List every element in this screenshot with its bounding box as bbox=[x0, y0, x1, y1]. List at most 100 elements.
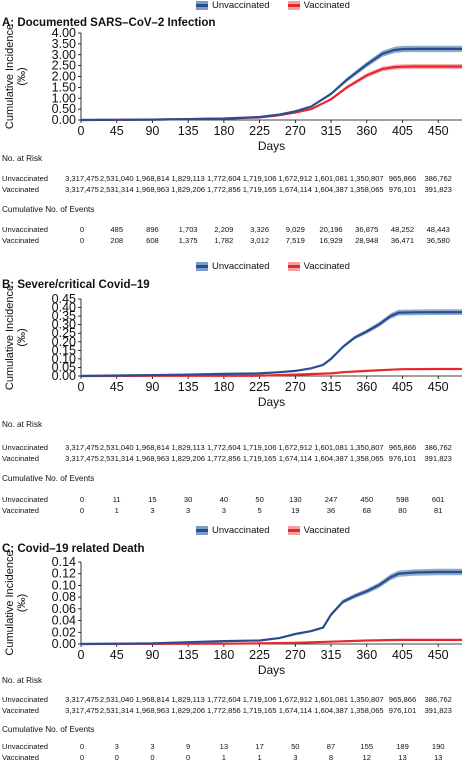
events-cell: 9,029 bbox=[285, 225, 305, 234]
events-cell: 208 bbox=[110, 236, 124, 245]
risk-cell: 386,762 bbox=[424, 443, 452, 452]
x-tick-label: 45 bbox=[110, 380, 124, 394]
x-tick-label: 135 bbox=[178, 380, 199, 394]
y-tick-label: 0.14 bbox=[52, 555, 76, 569]
risk-row-unvaccinated: Unvaccinated 3,317,475 2,531,040 1,968,814… bbox=[2, 695, 474, 706]
x-tick-label: 315 bbox=[321, 124, 342, 138]
events-cell: 36,875 bbox=[355, 225, 379, 234]
legend-swatch-unvaccinated bbox=[196, 1, 208, 10]
legend-swatch-vaccinated bbox=[287, 262, 300, 271]
risk-row-vaccinated: Vaccinated 3,317,475 2,531,314 1,968,963 1,… bbox=[2, 185, 474, 196]
x-tick-label: 225 bbox=[249, 124, 270, 138]
x-tick-label: 135 bbox=[178, 648, 199, 662]
risk-cell: 1,601,081 bbox=[314, 174, 348, 183]
x-tick-label: 405 bbox=[392, 124, 413, 138]
risk-cell: 1,601,081 bbox=[314, 443, 348, 452]
x-tick-label: 270 bbox=[285, 124, 306, 138]
risk-header: No. at Risk bbox=[2, 676, 43, 685]
events-cell: 12 bbox=[362, 753, 371, 762]
panel-title: C: Covid–19 related Death bbox=[2, 543, 145, 555]
events-cell: 3 bbox=[293, 753, 298, 762]
events-cell: 3 bbox=[186, 506, 191, 515]
panel-b: Unvaccinated Vaccinated B: Severe/critic… bbox=[0, 258, 474, 518]
ci-band-unvaccinated bbox=[81, 309, 462, 376]
events-header: Cumulative No. of Events bbox=[2, 205, 95, 214]
events-row-vaccinated: Vaccinated 0 0 0 0 1 1 3 8 12 13 13 bbox=[2, 753, 474, 764]
risk-cell: 1,674,114 bbox=[278, 706, 312, 715]
legend-label-vaccinated: Vaccinated bbox=[303, 0, 350, 11]
y-tick-label: 0.12 bbox=[52, 567, 76, 581]
risk-cell: 1,358,065 bbox=[349, 454, 384, 463]
risk-cell: 1,350,807 bbox=[349, 695, 384, 704]
y-tick-label: 0.06 bbox=[52, 602, 76, 616]
events-cell: 11 bbox=[112, 495, 121, 504]
series-line-unvaccinated bbox=[80, 47, 462, 122]
risk-cell: 1,968,963 bbox=[135, 706, 170, 715]
risk-cell: 1,772,856 bbox=[206, 454, 241, 463]
risk-cell: 1,829,113 bbox=[171, 695, 205, 704]
risk-cell: 3,317,475 bbox=[65, 454, 99, 463]
risk-cell: 2,531,040 bbox=[99, 695, 134, 704]
legend-swatch-vaccinated bbox=[287, 1, 300, 10]
events-cell: 3 bbox=[221, 506, 226, 515]
risk-cell: 1,350,807 bbox=[349, 174, 384, 183]
events-cell: 1 bbox=[221, 753, 226, 762]
events-cell: 50 bbox=[255, 495, 264, 504]
risk-cell: 1,672,912 bbox=[278, 695, 313, 704]
risk-cell: 1,358,065 bbox=[349, 706, 384, 715]
events-cell: 1 bbox=[257, 753, 262, 762]
events-cell: 0 bbox=[79, 236, 85, 245]
events-row-label: Unvaccinated bbox=[2, 495, 49, 504]
risk-row-label: Unvaccinated bbox=[2, 174, 49, 183]
risk-cell: 2,531,040 bbox=[99, 443, 134, 452]
risk-cell: 1,604,387 bbox=[314, 454, 348, 463]
x-tick-label: 45 bbox=[110, 648, 124, 662]
risk-header: No. at Risk bbox=[2, 154, 43, 163]
y-tick-label: 0.05 bbox=[52, 360, 76, 374]
risk-cell: 1,358,065 bbox=[349, 185, 384, 194]
risk-cell: 2,531,314 bbox=[99, 185, 134, 194]
events-cell: 81 bbox=[433, 506, 443, 515]
events-cell: 15 bbox=[148, 495, 157, 504]
ci-band-vaccinated bbox=[81, 64, 462, 120]
events-cell: 30 bbox=[183, 495, 193, 504]
x-tick-label: 180 bbox=[213, 124, 234, 138]
risk-cell: 1,772,604 bbox=[206, 443, 241, 452]
events-cell: 3 bbox=[150, 506, 155, 515]
y-tick-label: 0.50 bbox=[52, 102, 76, 116]
panel-title: A: Documented SARS–CoV–2 Infection bbox=[2, 17, 216, 29]
events-header: Cumulative No. of Events bbox=[2, 474, 95, 483]
risk-cell: 1,968,814 bbox=[135, 695, 170, 704]
events-cell: 0 bbox=[79, 225, 85, 234]
risk-cell: 1,968,814 bbox=[135, 443, 170, 452]
risk-row-label: Vaccinated bbox=[2, 454, 40, 463]
y-tick-label: 1.00 bbox=[52, 91, 76, 105]
y-tick-label: 3.50 bbox=[52, 37, 76, 51]
x-tick-label: 405 bbox=[392, 380, 413, 394]
events-cell: 48,252 bbox=[390, 225, 415, 234]
events-cell: 3 bbox=[150, 742, 155, 751]
y-tick-label: 0.30 bbox=[52, 318, 76, 332]
risk-cell: 2,531,314 bbox=[99, 454, 134, 463]
ci-band-unvaccinated bbox=[81, 568, 462, 644]
x-tick-label: 0 bbox=[78, 124, 85, 138]
risk-cell: 1,772,604 bbox=[206, 174, 241, 183]
risk-cell: 1,674,114 bbox=[278, 454, 312, 463]
events-cell: 0 bbox=[186, 753, 191, 762]
events-cell: 896 bbox=[146, 225, 159, 234]
events-row-unvaccinated: Unvaccinated 0 11 15 30 40 50 130 247 450 598 601 bbox=[2, 495, 474, 506]
x-tick-label: 270 bbox=[285, 380, 306, 394]
events-cell: 16,929 bbox=[319, 236, 343, 245]
risk-cell: 1,968,963 bbox=[135, 185, 170, 194]
y-tick-label: 0.00 bbox=[52, 113, 76, 127]
events-cell: 247 bbox=[324, 495, 338, 504]
risk-row-label: Vaccinated bbox=[2, 706, 40, 715]
x-tick-label: 315 bbox=[321, 380, 342, 394]
risk-cell: 1,604,387 bbox=[314, 185, 348, 194]
events-cell: 1 bbox=[114, 506, 119, 515]
risk-row-label: Vaccinated bbox=[2, 185, 40, 194]
events-cell: 190 bbox=[431, 742, 445, 751]
legend: Unvaccinated Vaccinated bbox=[196, 261, 350, 272]
legend: Unvaccinated Vaccinated bbox=[196, 525, 350, 536]
legend-label-unvaccinated: Unvaccinated bbox=[212, 261, 270, 272]
